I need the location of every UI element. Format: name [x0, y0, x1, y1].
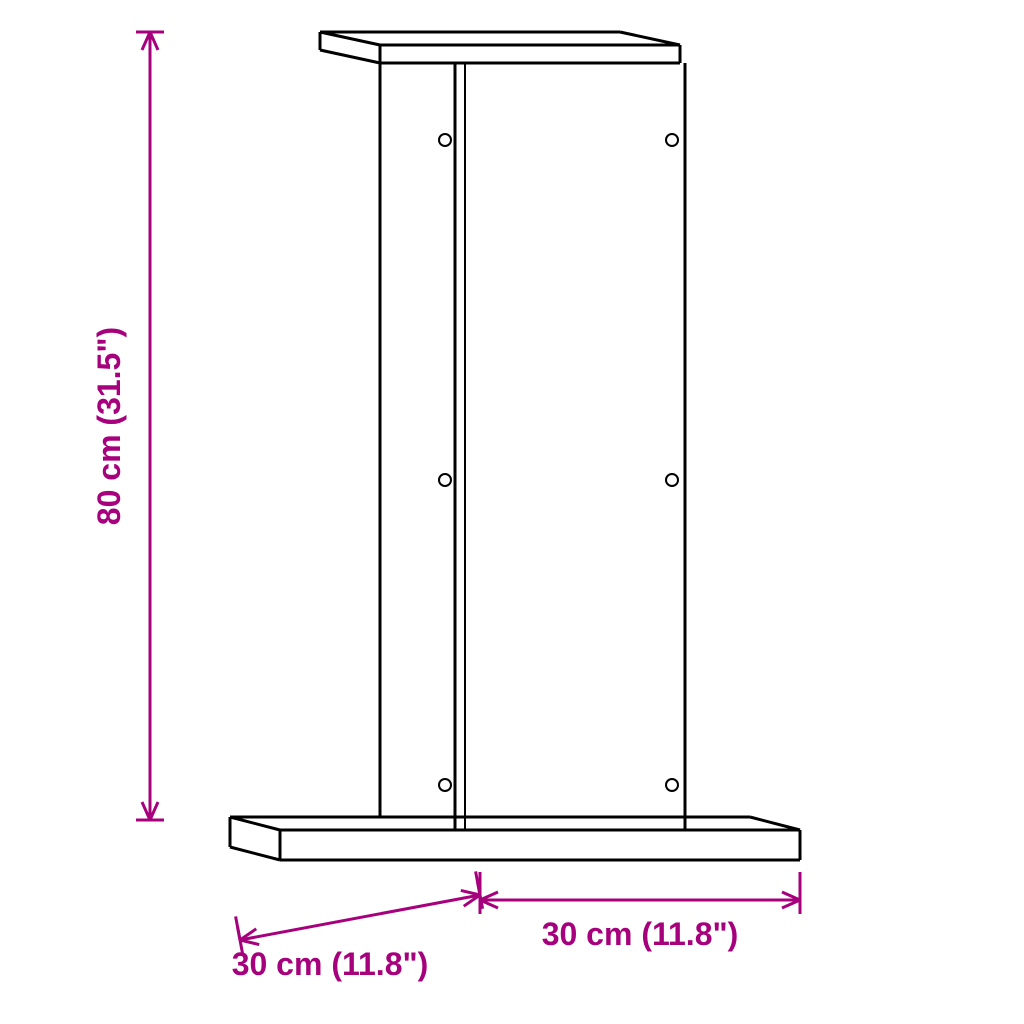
- dimension-width: 30 cm (11.8"): [480, 872, 800, 952]
- dimension-depth-label: 30 cm (11.8"): [232, 946, 429, 982]
- dimension-height: 80 cm (31.5"): [91, 32, 150, 820]
- dimension-width-label: 30 cm (11.8"): [542, 916, 739, 952]
- dimension-depth: 30 cm (11.8"): [232, 871, 483, 982]
- dimension-height-label: 80 cm (31.5"): [91, 327, 127, 525]
- product-outline: [230, 32, 800, 860]
